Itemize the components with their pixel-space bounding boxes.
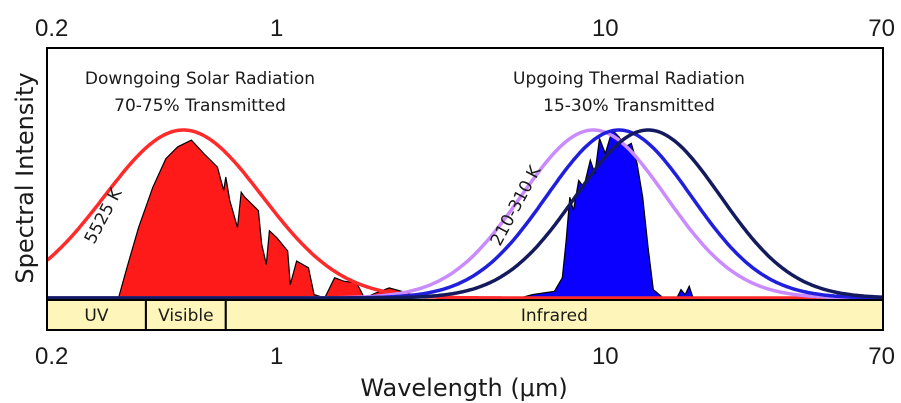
blackbody-curves [45, 128, 883, 300]
thermal-transmitted-area [519, 128, 705, 299]
top-tick-label: 1 [270, 15, 283, 42]
solar-subtitle: 70-75% Transmitted [114, 96, 286, 116]
axis-ticks: 0.2 0.2 1 1 10 10 70 70 [35, 15, 895, 370]
top-tick-label: 0.2 [35, 15, 68, 42]
x-axis-label: Wavelength (μm) [360, 374, 567, 402]
solar-title: Downgoing Solar Radiation [85, 69, 315, 89]
bottom-tick-label: 0.2 [35, 343, 68, 370]
band-label-visible: Visible [158, 306, 214, 326]
band-label-infrared: Infrared [521, 306, 588, 326]
wavelength-bands: UV Visible Infrared [46, 299, 885, 331]
bottom-tick-label: 70 [868, 343, 895, 370]
thermal-subtitle: 15-30% Transmitted [543, 96, 715, 116]
solar-transmitted-area [117, 139, 434, 299]
blackbody-curve-4 [47, 128, 883, 300]
band-uv [46, 299, 147, 331]
bottom-tick-label: 10 [592, 343, 619, 370]
top-tick-label: 10 [592, 15, 619, 42]
bottom-tick-label: 1 [270, 343, 283, 370]
thermal-title: Upgoing Thermal Radiation [513, 69, 745, 89]
band-infrared [224, 299, 885, 331]
blackbody-curve-1 [45, 128, 883, 300]
transmitted-fills [117, 128, 705, 299]
band-label-uv: UV [84, 306, 108, 326]
y-axis-label: Spectral Intensity [11, 72, 39, 283]
top-tick-label: 70 [868, 15, 895, 42]
